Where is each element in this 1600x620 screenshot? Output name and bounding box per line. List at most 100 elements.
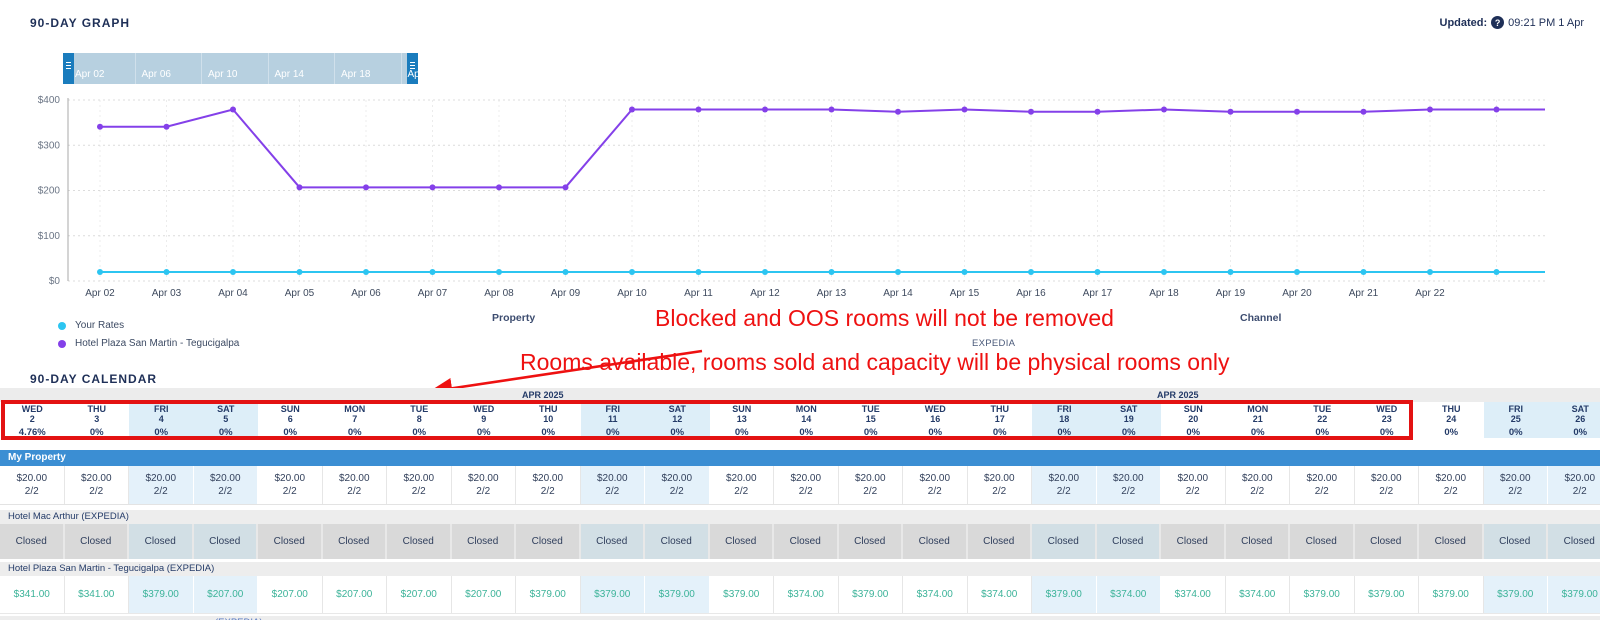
scrubber-left-handle[interactable] — [63, 53, 74, 84]
my-property-rate-cell[interactable]: $20.00 2/2 — [903, 466, 968, 504]
calendar-day-header[interactable]: WED 16 0% — [903, 402, 968, 438]
my-property-rate-cell[interactable]: $20.00 2/2 — [709, 466, 774, 504]
closed-status-cell[interactable]: Closed — [1290, 524, 1355, 559]
scrubber-right-handle[interactable] — [407, 53, 418, 84]
calendar-day-header[interactable]: SAT 19 0% — [1096, 402, 1161, 438]
competitor-price-cell[interactable]: $207.00 — [387, 576, 452, 613]
competitor-price-cell[interactable]: $379.00 — [1419, 576, 1484, 613]
competitor-price-cell[interactable]: $374.00 — [1225, 576, 1290, 613]
competitor-price-cell[interactable]: $379.00 — [709, 576, 774, 613]
competitor-price-cell[interactable]: $374.00 — [774, 576, 839, 613]
closed-status-cell[interactable]: Closed — [64, 524, 129, 559]
calendar-day-header[interactable]: WED 9 0% — [451, 402, 516, 438]
my-property-rate-cell[interactable]: $20.00 2/2 — [129, 466, 194, 504]
calendar-day-header[interactable]: SUN 6 0% — [258, 402, 323, 438]
my-property-rate-cell[interactable]: $20.00 2/2 — [1032, 466, 1097, 504]
closed-status-cell[interactable]: Closed — [129, 524, 194, 559]
calendar-day-header[interactable]: SUN 13 0% — [709, 402, 774, 438]
my-property-rate-cell[interactable]: $20.00 2/2 — [774, 466, 839, 504]
my-property-rate-cell[interactable]: $20.00 2/2 — [387, 466, 452, 504]
closed-status-cell[interactable]: Closed — [838, 524, 903, 559]
closed-status-cell[interactable]: Closed — [774, 524, 839, 559]
closed-status-cell[interactable]: Closed — [580, 524, 645, 559]
competitor-price-cell[interactable]: $379.00 — [580, 576, 645, 613]
my-property-rate-cell[interactable]: $20.00 2/2 — [258, 466, 323, 504]
my-property-rate-cell[interactable]: $20.00 2/2 — [451, 466, 516, 504]
competitor-price-cell[interactable]: $379.00 — [1483, 576, 1548, 613]
competitor-price-cell[interactable]: $379.00 — [1290, 576, 1355, 613]
competitor-price-cell[interactable]: $379.00 — [645, 576, 710, 613]
calendar-day-header[interactable]: SAT 5 0% — [193, 402, 258, 438]
calendar-day-header[interactable]: TUE 15 0% — [838, 402, 903, 438]
calendar-day-header[interactable]: FRI 11 0% — [580, 402, 645, 438]
my-property-rate-cell[interactable]: $20.00 2/2 — [1225, 466, 1290, 504]
closed-status-cell[interactable]: Closed — [903, 524, 968, 559]
competitor-price-cell[interactable]: $379.00 — [1354, 576, 1419, 613]
closed-status-cell[interactable]: Closed — [1161, 524, 1226, 559]
my-property-rate-cell[interactable]: $20.00 2/2 — [1096, 466, 1161, 504]
date-range-scrubber[interactable]: Apr 02 Apr 06 Apr 10 Apr 14 Apr 18 Ap — [63, 53, 420, 84]
closed-status-cell[interactable]: Closed — [516, 524, 581, 559]
my-property-rate-cell[interactable]: $20.00 2/2 — [322, 466, 387, 504]
closed-status-cell[interactable]: Closed — [451, 524, 516, 559]
calendar-day-header[interactable]: THU 24 0% — [1419, 402, 1484, 438]
calendar-day-header[interactable]: THU 3 0% — [64, 402, 129, 438]
my-property-rate-cell[interactable]: $20.00 2/2 — [1290, 466, 1355, 504]
my-property-rate-cell[interactable]: $20.00 2/2 — [580, 466, 645, 504]
competitor-price-cell[interactable]: $379.00 — [129, 576, 194, 613]
help-icon[interactable]: ? — [1491, 16, 1505, 29]
closed-status-cell[interactable]: Closed — [709, 524, 774, 559]
competitor-price-cell[interactable]: $374.00 — [1096, 576, 1161, 613]
competitor-price-cell[interactable]: $374.00 — [903, 576, 968, 613]
closed-status-cell[interactable]: Closed — [1419, 524, 1484, 559]
closed-status-cell[interactable]: Closed — [258, 524, 323, 559]
closed-status-cell[interactable]: Closed — [0, 524, 65, 559]
calendar-day-header[interactable]: MON 21 0% — [1225, 402, 1290, 438]
closed-status-cell[interactable]: Closed — [1096, 524, 1161, 559]
my-property-rate-cell[interactable]: $20.00 2/2 — [838, 466, 903, 504]
calendar-day-header[interactable]: MON 14 0% — [774, 402, 839, 438]
closed-status-cell[interactable]: Closed — [322, 524, 387, 559]
competitor-price-cell[interactable]: $379.00 — [1548, 576, 1600, 613]
my-property-rate-cell[interactable]: $20.00 2/2 — [645, 466, 710, 504]
calendar-day-header[interactable]: FRI 25 0% — [1483, 402, 1548, 438]
calendar-day-header[interactable]: FRI 4 0% — [129, 402, 194, 438]
calendar-day-header[interactable]: WED 23 0% — [1354, 402, 1419, 438]
closed-status-cell[interactable]: Closed — [1483, 524, 1548, 559]
calendar-day-header[interactable]: MON 7 0% — [322, 402, 387, 438]
calendar-day-header[interactable]: WED 2 4.76% — [0, 402, 65, 438]
my-property-rate-cell[interactable]: $20.00 2/2 — [64, 466, 129, 504]
my-property-rate-cell[interactable]: $20.00 2/2 — [1548, 466, 1600, 504]
closed-status-cell[interactable]: Closed — [1548, 524, 1600, 559]
calendar-day-header[interactable]: SAT 26 0% — [1548, 402, 1600, 438]
competitor-price-cell[interactable]: $379.00 — [838, 576, 903, 613]
calendar-day-header[interactable]: THU 17 0% — [967, 402, 1032, 438]
closed-status-cell[interactable]: Closed — [1225, 524, 1290, 559]
my-property-rate-cell[interactable]: $20.00 2/2 — [1483, 466, 1548, 504]
calendar-day-header[interactable]: TUE 22 0% — [1290, 402, 1355, 438]
my-property-rate-cell[interactable]: $20.00 2/2 — [516, 466, 581, 504]
closed-status-cell[interactable]: Closed — [193, 524, 258, 559]
competitor-price-cell[interactable]: $341.00 — [0, 576, 65, 613]
competitor-price-cell[interactable]: $207.00 — [451, 576, 516, 613]
calendar-day-header[interactable]: SAT 12 0% — [645, 402, 710, 438]
closed-status-cell[interactable]: Closed — [645, 524, 710, 559]
my-property-rate-cell[interactable]: $20.00 2/2 — [193, 466, 258, 504]
my-property-rate-cell[interactable]: $20.00 2/2 — [1419, 466, 1484, 504]
channel-filter-value[interactable]: EXPEDIA — [972, 338, 1016, 349]
my-property-rate-cell[interactable]: $20.00 2/2 — [1354, 466, 1419, 504]
my-property-rate-cell[interactable]: $20.00 2/2 — [1161, 466, 1226, 504]
competitor-price-cell[interactable]: $341.00 — [64, 576, 129, 613]
competitor-price-cell[interactable]: $207.00 — [258, 576, 323, 613]
closed-status-cell[interactable]: Closed — [967, 524, 1032, 559]
competitor-price-cell[interactable]: $379.00 — [1032, 576, 1097, 613]
calendar-day-header[interactable]: THU 10 0% — [516, 402, 581, 438]
competitor-price-cell[interactable]: $207.00 — [322, 576, 387, 613]
calendar-day-header[interactable]: TUE 8 0% — [387, 402, 452, 438]
competitor-price-cell[interactable]: $379.00 — [516, 576, 581, 613]
competitor-price-cell[interactable]: $374.00 — [967, 576, 1032, 613]
my-property-rate-cell[interactable]: $20.00 2/2 — [0, 466, 65, 504]
competitor-price-cell[interactable]: $207.00 — [193, 576, 258, 613]
closed-status-cell[interactable]: Closed — [1032, 524, 1097, 559]
calendar-day-header[interactable]: SUN 20 0% — [1161, 402, 1226, 438]
